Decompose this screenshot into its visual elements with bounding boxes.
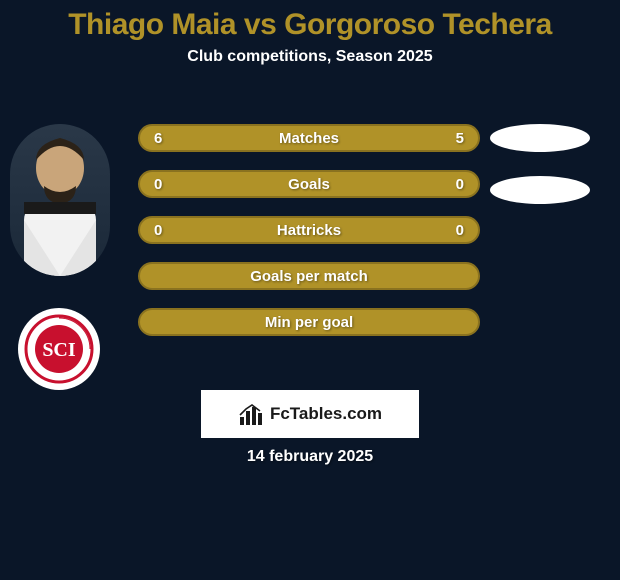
stat-left-value: 0 [154, 222, 200, 239]
stat-right-value: 5 [418, 130, 464, 147]
stat-row-goals: 0 Goals 0 [138, 170, 480, 198]
branding-text: FcTables.com [270, 404, 382, 424]
season-subtitle: Club competitions, Season 2025 [0, 48, 620, 66]
comparison-title: Thiago Maia vs Gorgoroso Techera [0, 0, 620, 42]
stat-label: Min per goal [200, 314, 418, 331]
ellipse-column [490, 124, 590, 228]
stat-right-value: 0 [418, 176, 464, 193]
stat-row-min-per-goal: Min per goal [138, 308, 480, 336]
stat-label: Matches [200, 130, 418, 147]
club-badge: SCI [18, 308, 100, 390]
stat-row-matches: 6 Matches 5 [138, 124, 480, 152]
stat-bars: 6 Matches 5 0 Goals 0 0 Hattricks 0 Goal… [138, 124, 480, 354]
branding-box: FcTables.com [201, 390, 419, 438]
snapshot-date: 14 february 2025 [247, 448, 373, 466]
bar-chart-icon [238, 401, 264, 427]
avatar-column: SCI [10, 124, 110, 390]
stat-right-value: 0 [418, 222, 464, 239]
stat-row-hattricks: 0 Hattricks 0 [138, 216, 480, 244]
stat-row-goals-per-match: Goals per match [138, 262, 480, 290]
value-ellipse [490, 124, 590, 152]
stat-left-value: 0 [154, 176, 200, 193]
player-silhouette-icon [10, 124, 110, 276]
stat-label: Goals per match [200, 268, 418, 285]
stat-left-value: 6 [154, 130, 200, 147]
club-crest-text: SCI [42, 339, 76, 361]
player-avatar [10, 124, 110, 276]
stat-label: Hattricks [200, 222, 418, 239]
club-crest-icon: SCI [24, 314, 94, 384]
value-ellipse [490, 176, 590, 204]
stat-label: Goals [200, 176, 418, 193]
